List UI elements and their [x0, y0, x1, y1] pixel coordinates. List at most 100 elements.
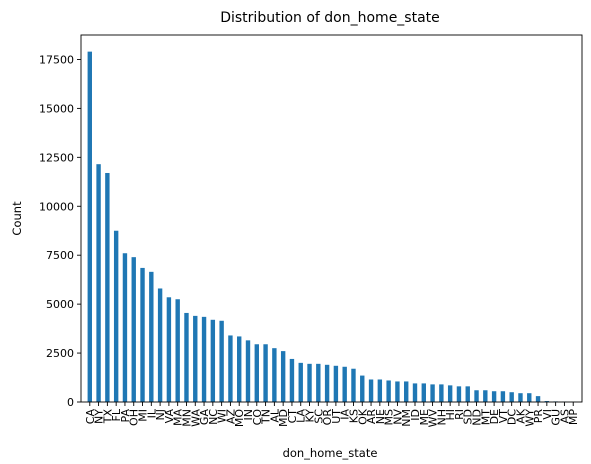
bar-hi	[447, 385, 453, 402]
x-tick-label: NY	[93, 409, 106, 424]
x-tick-label: AR	[365, 409, 378, 425]
x-tick-label: CO	[251, 409, 264, 426]
bar-nh	[439, 384, 444, 402]
bar-ca	[87, 51, 92, 403]
x-tick-label: SD	[462, 409, 475, 424]
x-tick-label: MS	[383, 409, 396, 425]
bar-nd	[474, 390, 479, 402]
y-tick-label: 2500	[46, 347, 74, 360]
bar-vt	[500, 391, 506, 402]
x-tick-label: WY	[523, 409, 536, 427]
x-tick-label: PR	[532, 409, 545, 424]
bar-co	[254, 344, 259, 402]
bar-al	[272, 348, 277, 402]
bar-ma	[175, 299, 180, 402]
x-tick-label: DC	[506, 409, 519, 425]
bar-wy	[527, 393, 532, 402]
bar-ia	[342, 366, 347, 402]
bar-wa	[193, 315, 198, 402]
x-tick-label: VT	[497, 409, 510, 424]
x-tick-label: MT	[479, 409, 492, 425]
bar-ga	[201, 316, 207, 402]
x-tick-label: NC	[207, 409, 220, 425]
y-tick-label: 5000	[46, 298, 74, 311]
x-tick-label: MI	[137, 409, 150, 422]
y-tick-label: 7500	[46, 249, 74, 262]
x-tick-label: WA	[189, 409, 202, 427]
bar-me	[421, 383, 426, 402]
x-tick-label: WV	[427, 409, 440, 428]
x-tick-label: KY	[304, 409, 317, 423]
bar-id	[412, 383, 418, 402]
x-tick-label: IL	[145, 408, 158, 418]
bar-ks	[351, 368, 356, 402]
x-tick-label: CT	[286, 409, 299, 424]
x-tick-label: MA	[172, 409, 185, 426]
x-tick-label: CA	[84, 409, 97, 425]
x-tick-label: MD	[277, 409, 290, 427]
x-tick-label: HI	[444, 409, 457, 421]
bar-ms	[386, 380, 391, 402]
bar-mt	[483, 390, 488, 402]
bar-mo	[237, 336, 242, 402]
bar-ky	[307, 363, 312, 402]
bar-tn	[263, 344, 268, 402]
bar-wi	[219, 320, 224, 402]
bar-de	[491, 391, 497, 402]
y-tick-label: 0	[67, 396, 74, 409]
bar-ok	[360, 375, 365, 402]
x-tick-label: VI	[541, 409, 554, 420]
x-tick-label: OH	[128, 409, 141, 426]
x-tick-label: OR	[321, 409, 334, 426]
x-tick-label: PA	[119, 409, 132, 423]
bar-pa	[122, 253, 128, 402]
x-tick-label: SC	[312, 409, 325, 424]
bar-md	[280, 351, 286, 402]
x-tick-label: MP	[567, 409, 580, 425]
x-tick-label: TX	[101, 409, 114, 425]
bar-va	[166, 297, 172, 402]
x-tick-label: TN	[260, 409, 273, 425]
x-tick-label: IA	[339, 409, 352, 420]
y-axis: 0 2500 5000 7500 10000 12500 15000 17500	[39, 53, 81, 409]
x-tick-label: RI	[453, 409, 466, 420]
x-tick-label: ND	[471, 409, 484, 426]
x-tick-label: AS	[558, 409, 571, 424]
x-tick-label: ID	[409, 409, 422, 421]
x-tick-label: ME	[418, 409, 431, 425]
y-tick-label: 12500	[39, 151, 74, 164]
x-tick-label: AZ	[224, 409, 237, 425]
bar-ut	[333, 365, 339, 402]
bar-mn	[184, 312, 189, 402]
y-axis-label: Count	[10, 201, 24, 236]
x-tick-label: GA	[198, 409, 211, 426]
x-tick-label: UT	[330, 409, 343, 424]
x-axis: CANYTXFLPAOHMIILNJVAMAMNWAGANCWIAZMOINCO…	[84, 402, 580, 427]
x-tick-label: AK	[514, 408, 527, 424]
x-tick-label: WI	[216, 409, 229, 423]
bar-nc	[210, 319, 216, 402]
bar-il	[149, 271, 154, 402]
bar-oh	[131, 257, 136, 402]
bar-nj	[157, 288, 163, 402]
x-tick-label: AL	[268, 408, 281, 423]
bar-ne	[377, 379, 383, 402]
bars	[87, 51, 576, 403]
bar-sc	[316, 363, 321, 402]
bar-or	[324, 364, 330, 402]
x-tick-label: IN	[242, 409, 255, 420]
bar-ny	[96, 164, 101, 402]
x-tick-label: NJ	[154, 409, 167, 420]
x-tick-label: MO	[233, 409, 246, 427]
x-tick-label: MN	[180, 409, 193, 427]
x-tick-label: NH	[435, 409, 448, 426]
bar-dc	[509, 392, 514, 402]
bar-tx	[105, 172, 110, 402]
bar-az	[228, 335, 233, 402]
x-tick-label: DE	[488, 409, 501, 424]
x-tick-label: NM	[400, 409, 413, 427]
bar-ri	[456, 386, 462, 402]
y-tick-label: 10000	[39, 200, 74, 213]
y-tick-label: 17500	[39, 53, 74, 66]
bar-la	[298, 362, 303, 402]
